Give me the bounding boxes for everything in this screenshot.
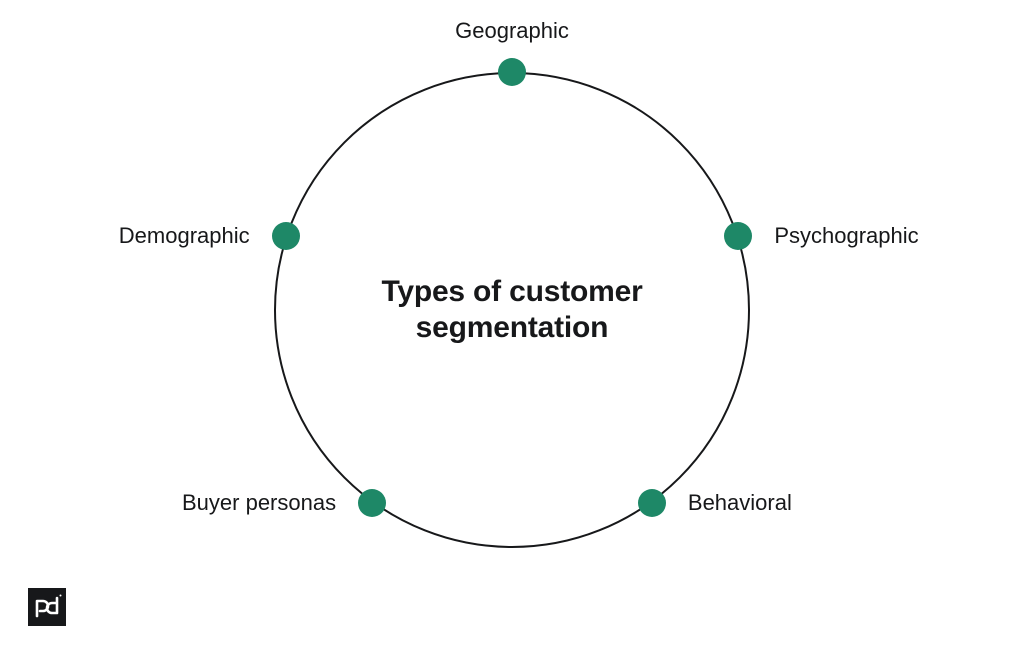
center-title-line2: segmentation [416, 311, 609, 344]
brand-logo [28, 588, 66, 626]
diagram-stage: Types of customer segmentation Geographi… [0, 0, 1024, 647]
node-dot-demographic [272, 222, 300, 250]
node-label-geographic: Geographic [455, 20, 569, 42]
pd-logo-icon [28, 588, 66, 626]
node-dot-geographic [498, 58, 526, 86]
node-label-psychographic: Psychographic [774, 225, 918, 247]
node-dot-buyer-personas [358, 489, 386, 517]
node-label-demographic: Demographic [119, 225, 250, 247]
center-title: Types of customer segmentation [332, 274, 692, 346]
node-label-behavioral: Behavioral [688, 492, 792, 514]
center-title-line1: Types of customer [381, 275, 642, 308]
node-label-buyer-personas: Buyer personas [182, 492, 336, 514]
node-dot-psychographic [724, 222, 752, 250]
node-dot-behavioral [638, 489, 666, 517]
